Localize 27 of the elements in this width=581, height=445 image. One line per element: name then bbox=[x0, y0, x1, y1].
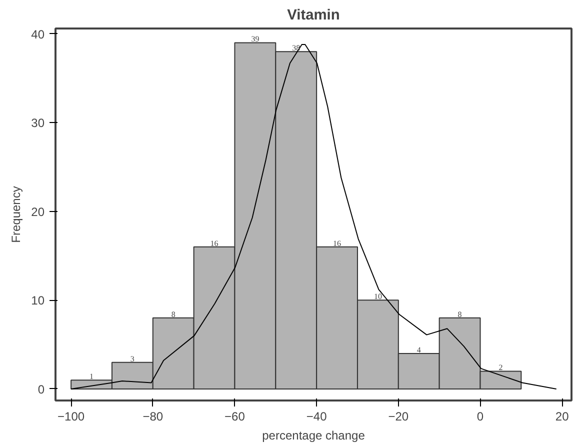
x-tick-label: −20 bbox=[388, 410, 409, 424]
x-tick-label: −40 bbox=[306, 410, 328, 424]
line-series bbox=[70, 44, 557, 390]
y-tick-label: 10 bbox=[31, 294, 45, 308]
x-tick-label: −80 bbox=[142, 410, 164, 424]
x-tick-label: 20 bbox=[555, 410, 570, 424]
x-axis-title: percentage change bbox=[262, 428, 366, 442]
y-tick-label: 0 bbox=[38, 382, 45, 396]
data-label: 16 bbox=[333, 238, 342, 248]
data-label: 8 bbox=[171, 310, 176, 319]
y-tick-label: 40 bbox=[31, 27, 45, 42]
x-tick-label: −60 bbox=[224, 410, 246, 424]
x-tick-label: −100 bbox=[58, 410, 85, 424]
data-label: 38 bbox=[292, 44, 300, 53]
chart-title: Vitamin bbox=[287, 8, 340, 24]
data-label: 3 bbox=[130, 354, 134, 364]
data-label: 2 bbox=[498, 363, 503, 372]
y-tick-label: 20 bbox=[31, 204, 45, 219]
data-label: 10 bbox=[374, 292, 382, 302]
data-label: 1 bbox=[90, 372, 94, 382]
data-label: 4 bbox=[416, 345, 421, 354]
x-tick-label: 0 bbox=[476, 410, 484, 424]
data-label: 8 bbox=[458, 310, 462, 319]
data-label: 39 bbox=[251, 34, 260, 44]
y-tick-label: 30 bbox=[31, 116, 45, 130]
y-axis-title: Frequency bbox=[9, 186, 24, 243]
data-label: 16 bbox=[210, 238, 218, 248]
